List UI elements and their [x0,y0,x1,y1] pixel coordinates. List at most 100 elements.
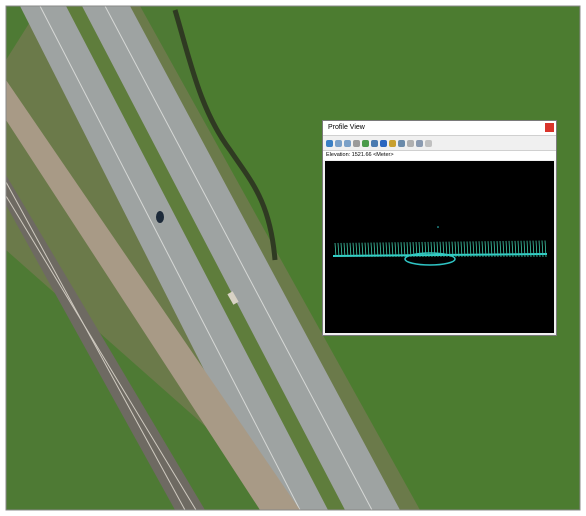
point-column [340,242,343,258]
profile-canvas [325,161,554,333]
point-column [400,242,403,258]
point-column [349,242,352,258]
point-column [358,242,361,258]
dirt-road [6,80,300,510]
tool-options[interactable] [398,139,405,147]
point-column [364,242,367,258]
point-column [538,240,541,258]
point-column [355,242,358,258]
tool-zoom-out[interactable] [344,139,351,147]
tool-globe[interactable] [380,139,387,147]
point-column [460,241,463,258]
point-column [346,242,349,258]
point-column [370,242,373,258]
point-column [475,241,478,258]
point-column [523,240,526,258]
point-column [514,240,517,258]
point-column [484,241,487,258]
point-column [463,241,466,258]
tool-refresh[interactable] [362,139,369,147]
point-column [352,242,355,258]
point-column [442,241,445,258]
point-column [544,240,547,258]
truck [227,291,239,305]
point-column [373,242,376,258]
point-column [529,240,532,258]
point-column [487,241,490,258]
window-title: Profile View [328,124,365,131]
point-column [379,242,382,258]
point-column [481,241,484,258]
point-column [508,240,511,258]
point-column [457,241,460,258]
tool-help[interactable] [425,139,432,147]
point-column [469,241,472,258]
car [156,211,164,223]
median [66,6,345,510]
point-column [376,242,379,258]
creek [172,9,278,261]
point-column [385,242,388,258]
point-column [502,240,505,258]
point [437,226,439,228]
point-column [415,242,418,258]
tool-settings[interactable] [371,139,378,147]
point-column [430,241,433,258]
point-column [361,242,364,258]
point-column [427,241,430,258]
tool-measure[interactable] [389,139,396,147]
point-column [394,242,397,258]
point-column [436,241,439,258]
lane-line [104,5,373,511]
point-column [517,240,520,258]
point-column [505,240,508,258]
profile-plot [332,226,548,266]
point-column [478,241,481,258]
point-column [403,242,406,258]
point-column [382,242,385,258]
point-column [367,242,370,258]
lane-line [39,5,301,511]
point-column [526,240,529,258]
tool-zoom-in[interactable] [335,139,342,147]
point-column [472,241,475,258]
point-column [451,241,454,258]
point-column [418,241,421,258]
point-column [448,241,451,258]
toolbar [323,135,556,151]
point-column [535,240,538,258]
point-column [499,240,502,258]
point-column [397,242,400,258]
point-column [454,241,457,258]
point-column [406,242,409,258]
ground-profile [332,253,548,257]
status-line: Elevation: 1521.66 <Meter> [323,151,556,160]
point-column [412,242,415,258]
point-column [337,242,340,258]
tool-hand[interactable] [353,139,360,147]
tool-copy[interactable] [407,139,414,147]
title-bar: Profile View [323,121,556,135]
point-column [541,240,544,258]
point-column [445,241,448,258]
frame [5,5,581,511]
point-column [466,241,469,258]
point-column [409,242,412,258]
tool-save[interactable] [416,139,423,147]
point-column [334,242,337,258]
point-column [391,242,394,258]
point-column [490,241,493,258]
point-column [439,241,442,258]
point-column [424,241,427,258]
close-button[interactable] [545,123,554,132]
rail [5,195,197,511]
ditch-profile [404,252,456,266]
point-column [496,241,499,258]
point-column [493,241,496,258]
tool-pan[interactable] [326,139,333,147]
point-column [532,240,535,258]
point-column [421,241,424,258]
point-column [520,240,523,258]
point-column [511,240,514,258]
